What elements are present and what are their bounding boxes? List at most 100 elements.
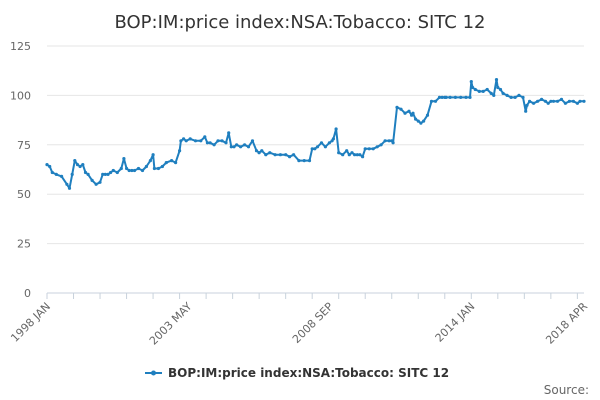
data-point[interactable] — [264, 153, 268, 157]
data-point[interactable] — [337, 151, 341, 155]
data-point[interactable] — [347, 153, 351, 157]
data-point[interactable] — [250, 139, 255, 143]
data-point[interactable] — [257, 151, 261, 155]
data-point[interactable] — [353, 153, 357, 157]
data-point[interactable] — [315, 145, 320, 149]
data-point[interactable] — [468, 95, 472, 99]
data-point[interactable] — [416, 119, 420, 123]
data-point[interactable] — [227, 131, 231, 135]
data-point[interactable] — [563, 101, 568, 105]
data-point[interactable] — [494, 78, 499, 82]
data-point[interactable] — [532, 101, 536, 105]
data-point[interactable] — [152, 166, 156, 171]
data-point[interactable] — [448, 95, 452, 99]
data-point[interactable] — [302, 159, 306, 163]
data-point[interactable] — [361, 155, 365, 159]
data-point[interactable] — [67, 186, 72, 190]
data-point[interactable] — [440, 95, 444, 99]
data-point[interactable] — [464, 95, 468, 99]
data-point[interactable] — [383, 139, 387, 143]
data-point[interactable] — [453, 95, 457, 99]
data-point[interactable] — [358, 153, 362, 157]
data-point[interactable] — [73, 159, 77, 163]
data-point[interactable] — [188, 137, 192, 141]
data-point[interactable] — [260, 149, 264, 153]
data-point[interactable] — [485, 87, 489, 92]
data-point[interactable] — [310, 147, 314, 151]
data-point[interactable] — [363, 147, 367, 151]
data-point[interactable] — [284, 153, 288, 157]
data-point[interactable] — [549, 99, 553, 103]
data-point[interactable] — [323, 145, 327, 149]
data-point[interactable] — [471, 85, 475, 90]
data-point[interactable] — [331, 137, 335, 141]
data-point[interactable] — [501, 91, 505, 95]
data-point[interactable] — [567, 99, 572, 103]
data-point[interactable] — [414, 117, 418, 121]
data-point[interactable] — [546, 101, 550, 105]
data-point[interactable] — [422, 119, 426, 123]
data-point[interactable] — [220, 139, 224, 143]
data-point[interactable] — [90, 178, 94, 182]
data-point[interactable] — [246, 145, 251, 149]
data-point[interactable] — [407, 109, 411, 113]
data-point[interactable] — [473, 87, 477, 92]
data-point[interactable] — [371, 147, 375, 151]
data-point[interactable] — [151, 153, 155, 157]
data-point[interactable] — [193, 139, 198, 143]
data-point[interactable] — [205, 141, 209, 145]
data-point[interactable] — [94, 182, 98, 186]
data-point[interactable] — [254, 149, 259, 153]
data-point[interactable] — [174, 161, 178, 165]
data-point[interactable] — [212, 143, 216, 147]
legend[interactable]: BOP:IM:price index:NSA:Tobacco: SITC 12 — [145, 366, 449, 380]
data-point[interactable] — [513, 95, 517, 99]
data-point[interactable] — [521, 95, 525, 99]
data-point[interactable] — [268, 151, 272, 155]
data-point[interactable] — [170, 159, 174, 163]
data-point[interactable] — [425, 113, 430, 117]
data-point[interactable] — [288, 155, 292, 159]
data-point[interactable] — [571, 99, 576, 103]
data-point[interactable] — [498, 87, 503, 92]
data-point[interactable] — [509, 95, 513, 99]
data-point[interactable] — [319, 141, 324, 145]
data-point[interactable] — [525, 103, 529, 107]
data-point[interactable] — [517, 93, 521, 97]
data-point[interactable] — [582, 99, 586, 103]
data-point[interactable] — [469, 80, 473, 84]
data-point[interactable] — [130, 168, 134, 173]
data-point[interactable] — [98, 180, 102, 184]
data-point[interactable] — [83, 170, 88, 175]
data-point[interactable] — [559, 97, 564, 101]
data-point[interactable] — [78, 164, 82, 169]
data-point[interactable] — [345, 149, 349, 153]
data-point[interactable] — [391, 141, 395, 145]
data-point[interactable] — [477, 89, 481, 93]
data-point[interactable] — [65, 182, 69, 186]
data-point[interactable] — [540, 97, 544, 101]
data-point[interactable] — [355, 153, 359, 157]
data-point[interactable] — [184, 139, 188, 143]
data-point[interactable] — [45, 163, 49, 167]
data-point[interactable] — [543, 99, 548, 103]
data-point[interactable] — [419, 121, 423, 125]
data-point[interactable] — [307, 159, 312, 163]
data-point[interactable] — [350, 151, 354, 155]
data-point[interactable] — [489, 91, 493, 95]
data-point[interactable] — [199, 139, 203, 143]
data-point[interactable] — [528, 99, 532, 103]
data-point[interactable] — [278, 153, 282, 157]
data-point[interactable] — [429, 99, 434, 103]
data-point[interactable] — [313, 147, 317, 151]
data-point[interactable] — [411, 111, 415, 115]
data-point[interactable] — [111, 168, 115, 173]
data-point[interactable] — [229, 145, 233, 149]
data-point[interactable] — [505, 93, 509, 97]
data-point[interactable] — [395, 105, 399, 109]
data-point[interactable] — [375, 145, 379, 149]
data-point[interactable] — [481, 89, 485, 93]
data-point[interactable] — [551, 99, 556, 103]
data-point[interactable] — [341, 153, 345, 157]
data-point[interactable] — [575, 101, 580, 105]
